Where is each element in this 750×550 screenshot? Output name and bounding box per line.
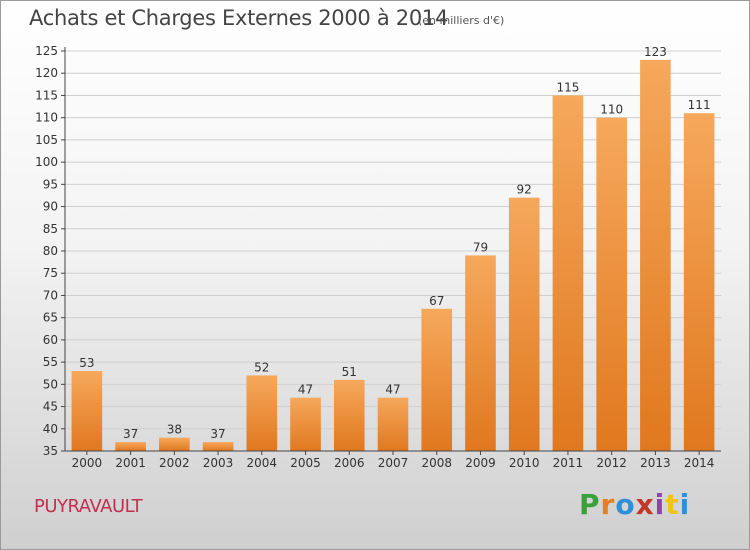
brand-letter: x	[635, 488, 655, 521]
data-labels: 53 37 38 37 52 47 51 47 67 79 92 115 110 123 111	[79, 45, 710, 441]
data-label: 111	[688, 98, 711, 112]
data-label: 38	[167, 423, 182, 437]
bar-2007	[377, 397, 409, 451]
y-tick-label: 40	[43, 422, 58, 436]
y-tick-label: 35	[43, 444, 58, 458]
y-tick-label: 65	[43, 311, 58, 325]
x-tick-label: 2006	[334, 456, 365, 470]
x-tick-label: 2013	[640, 456, 671, 470]
chart-unit: (en milliers d'€)	[418, 14, 505, 27]
x-tick-label: 2001	[115, 456, 146, 470]
x-tick-label: 2007	[378, 456, 409, 470]
chart-title: Achats et Charges Externes 2000 à 2014	[29, 6, 449, 30]
y-tick-label: 80	[43, 244, 58, 258]
data-label: 123	[644, 45, 667, 59]
x-tick-label: 2005	[290, 456, 321, 470]
x-tick-label: 2012	[596, 456, 627, 470]
brand-letter: r	[600, 488, 616, 521]
bar-2013	[640, 59, 671, 452]
brand-letter: P	[579, 488, 601, 521]
bar-2003	[202, 442, 234, 451]
bar-2001	[115, 442, 146, 451]
y-tick-label: 70	[43, 288, 58, 302]
x-tick-label: 2002	[159, 456, 190, 470]
y-tick-label: 125	[35, 44, 58, 58]
town-name: PUYRAVAULT	[34, 496, 143, 517]
data-label: 115	[556, 80, 579, 94]
data-label: 67	[429, 294, 444, 308]
data-label: 37	[210, 427, 225, 441]
data-label: 52	[254, 360, 269, 374]
x-tick-label: 2008	[421, 456, 452, 470]
x-tick-label: 2014	[684, 456, 715, 470]
brand-letter: t	[665, 488, 680, 521]
data-label: 53	[79, 356, 94, 370]
brand-letter: i	[654, 488, 666, 521]
bar-2002	[159, 437, 190, 451]
bar-2012	[596, 117, 627, 452]
data-label: 47	[385, 383, 400, 397]
bar-2000	[71, 371, 103, 451]
proxiti-logo: Proxiti	[579, 488, 690, 521]
data-label: 51	[342, 365, 357, 379]
x-tick-label: 2009	[465, 456, 496, 470]
bar-2008	[421, 308, 453, 451]
y-tick-label: 110	[35, 111, 58, 125]
bar-2004	[246, 375, 278, 451]
x-tick-label: 2010	[509, 456, 540, 470]
x-tick-label: 2003	[203, 456, 234, 470]
y-tick-label: 60	[43, 333, 58, 347]
y-tick-label: 95	[43, 177, 58, 191]
x-tick-label: 2000	[72, 456, 103, 470]
y-tick-label: 75	[43, 266, 58, 280]
y-tick-label: 85	[43, 222, 58, 236]
bar-2005	[290, 397, 321, 451]
brand-letter: o	[615, 488, 636, 521]
bar-2006	[333, 379, 365, 451]
data-label: 79	[473, 240, 488, 254]
axes: 35 40 45 50 55 60 65 70 75 80 85 90 95 100 105 110 115 12…	[35, 44, 721, 470]
bar-2014	[683, 113, 715, 451]
bar-2011	[552, 95, 584, 451]
y-tick-label: 105	[35, 133, 58, 147]
y-tick-label: 90	[43, 200, 58, 214]
y-tick-label: 45	[43, 400, 58, 414]
data-label: 92	[517, 183, 532, 197]
y-tick-label: 120	[35, 66, 58, 80]
data-label: 37	[123, 427, 138, 441]
y-tick-label: 55	[43, 355, 58, 369]
data-label: 47	[298, 383, 313, 397]
data-label: 110	[600, 103, 623, 117]
y-tick-label: 50	[43, 377, 58, 391]
brand-letter: i	[679, 488, 691, 521]
bar-2009	[465, 255, 496, 451]
bar-2010	[508, 197, 540, 451]
y-tick-label: 115	[35, 88, 58, 102]
x-tick-label: 2004	[247, 456, 278, 470]
y-tick-label: 100	[35, 155, 58, 169]
bars	[71, 59, 715, 452]
x-tick-label: 2011	[553, 456, 584, 470]
